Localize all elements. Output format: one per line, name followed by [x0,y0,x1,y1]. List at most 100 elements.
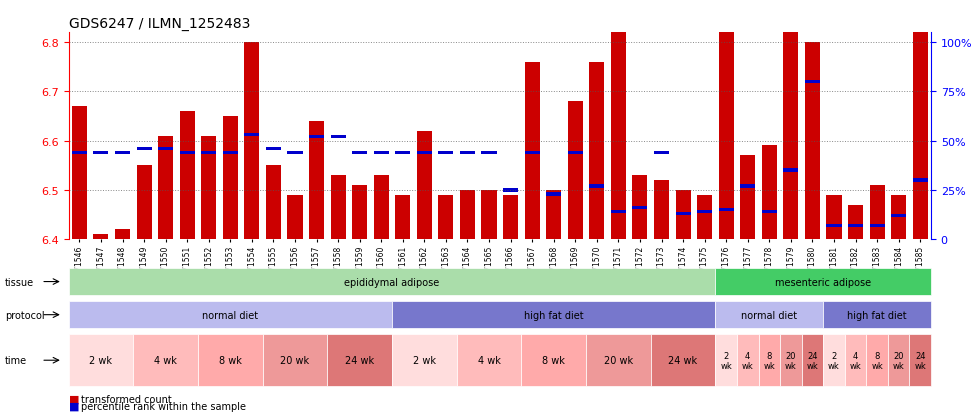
Bar [869,224,885,228]
Text: 4
wk: 4 wk [742,351,754,370]
Bar [891,214,907,218]
Bar [352,151,368,155]
Text: 2 wk: 2 wk [413,355,436,366]
Text: 2 wk: 2 wk [89,355,113,366]
Bar [567,151,583,155]
Bar [115,230,130,240]
Bar [330,176,346,240]
Text: percentile rank within the sample: percentile rank within the sample [81,401,246,411]
Bar [611,210,626,214]
Bar [438,195,454,240]
Bar [718,8,734,240]
Text: 20
wk: 20 wk [893,351,905,370]
Text: 4 wk: 4 wk [477,355,501,366]
Bar [201,136,217,240]
Bar [503,189,518,192]
Bar [589,62,605,240]
Bar [912,0,928,240]
Bar [503,195,518,240]
Bar [460,190,475,240]
Bar [330,135,346,139]
Text: 4 wk: 4 wk [154,355,177,366]
Text: 20 wk: 20 wk [604,355,633,366]
Bar [783,0,799,240]
Bar [546,192,562,196]
Bar [805,43,820,240]
Bar [244,43,260,240]
Bar [179,151,195,155]
Bar [352,185,368,240]
Text: normal diet: normal diet [741,310,798,320]
Bar [848,205,863,240]
Bar [546,190,562,240]
Bar [136,147,152,151]
Bar [93,235,109,240]
Bar [136,166,152,240]
Bar [222,151,238,155]
Bar [697,195,712,240]
Bar [158,147,173,151]
Bar [567,102,583,240]
Bar [740,156,756,240]
Text: GDS6247 / ILMN_1252483: GDS6247 / ILMN_1252483 [69,17,250,31]
Text: transformed count: transformed count [81,394,172,404]
Text: high fat diet: high fat diet [848,310,907,320]
Text: 24
wk: 24 wk [914,351,926,370]
Bar [869,185,885,240]
Text: 8 wk: 8 wk [542,355,565,366]
Bar [373,176,389,240]
Bar [93,151,109,155]
Text: 20 wk: 20 wk [280,355,310,366]
Bar [287,195,303,240]
Text: 24 wk: 24 wk [668,355,698,366]
Bar [654,151,669,155]
Text: 8
wk: 8 wk [763,351,775,370]
Bar [805,81,820,84]
Bar [848,224,863,228]
Bar [761,210,777,214]
Text: normal diet: normal diet [202,310,259,320]
Bar [826,224,842,228]
Bar [632,206,648,210]
Bar [72,107,87,240]
Bar [481,190,497,240]
Bar [589,185,605,188]
Text: 4
wk: 4 wk [850,351,861,370]
Bar [416,131,432,240]
Bar [373,151,389,155]
Bar [481,151,497,155]
Text: 8 wk: 8 wk [219,355,242,366]
Bar [287,151,303,155]
Bar [697,210,712,214]
Text: 24 wk: 24 wk [345,355,374,366]
Bar [266,147,281,151]
Bar [891,195,907,240]
Text: 2
wk: 2 wk [828,351,840,370]
Bar [201,151,217,155]
Bar [266,166,281,240]
Bar [761,146,777,240]
Bar [912,179,928,182]
Bar [72,151,87,155]
Text: protocol: protocol [5,310,44,320]
Bar [460,151,475,155]
Bar [826,195,842,240]
Bar [395,195,411,240]
Bar [438,151,454,155]
Bar [309,135,324,139]
Bar [115,151,130,155]
Text: time: time [5,355,27,366]
Bar [179,112,195,240]
Text: tissue: tissue [5,277,34,287]
Text: ■: ■ [69,401,79,411]
Text: epididymal adipose: epididymal adipose [344,277,440,287]
Bar [611,0,626,240]
Bar [675,212,691,216]
Bar [158,136,173,240]
Bar [222,116,238,240]
Bar [783,169,799,172]
Text: 24
wk: 24 wk [807,351,818,370]
Bar [675,190,691,240]
Text: high fat diet: high fat diet [524,310,583,320]
Bar [309,121,324,240]
